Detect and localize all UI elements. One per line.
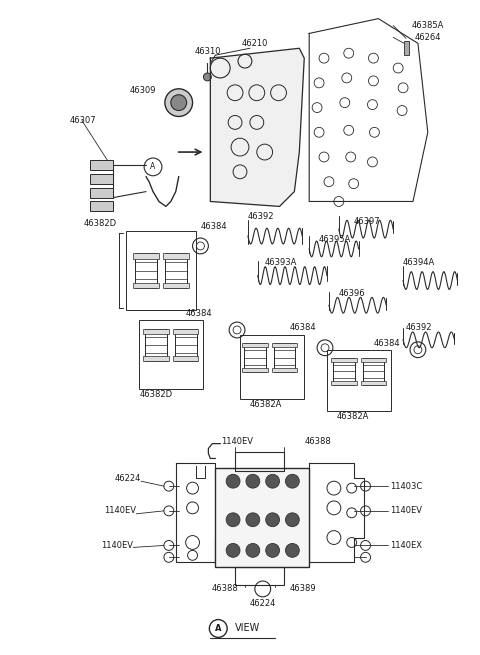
Bar: [173, 356, 199, 361]
Bar: [360, 358, 386, 362]
Text: 1140EX: 1140EX: [390, 541, 422, 550]
Bar: [143, 329, 169, 334]
Text: 46384: 46384: [289, 324, 316, 333]
Bar: [362, 358, 384, 385]
Text: 46389: 46389: [289, 584, 316, 593]
Bar: [133, 283, 159, 288]
Text: 46388: 46388: [211, 584, 238, 593]
Text: VIEW: VIEW: [235, 624, 260, 633]
Text: 46397: 46397: [354, 217, 380, 226]
Text: 46224: 46224: [250, 599, 276, 608]
Bar: [133, 253, 159, 259]
Circle shape: [204, 73, 211, 81]
Text: 46210: 46210: [241, 39, 268, 48]
Text: 1140EV: 1140EV: [221, 437, 253, 446]
Text: 46382A: 46382A: [337, 413, 369, 421]
Text: 46382D: 46382D: [84, 219, 117, 228]
Text: 46394A: 46394A: [403, 258, 435, 267]
Bar: [327, 350, 391, 411]
Bar: [175, 329, 196, 361]
Bar: [90, 202, 113, 212]
Bar: [244, 343, 266, 373]
Circle shape: [226, 513, 240, 527]
Polygon shape: [309, 18, 428, 202]
Text: 1140EV: 1140EV: [104, 506, 136, 515]
Text: 1140EV: 1140EV: [390, 506, 422, 515]
Text: 46384: 46384: [186, 309, 212, 318]
Circle shape: [266, 474, 279, 488]
Circle shape: [266, 513, 279, 527]
Circle shape: [246, 513, 260, 527]
Text: 46392: 46392: [248, 212, 275, 221]
Bar: [139, 320, 204, 389]
Text: 46384: 46384: [201, 221, 227, 231]
Bar: [143, 356, 169, 361]
Bar: [360, 381, 386, 385]
Bar: [242, 368, 268, 373]
Bar: [331, 381, 357, 385]
Bar: [126, 231, 195, 310]
Bar: [331, 358, 357, 362]
Text: A: A: [150, 162, 156, 172]
Bar: [173, 329, 199, 334]
Polygon shape: [210, 48, 304, 206]
Bar: [242, 343, 268, 347]
Text: 46393A: 46393A: [264, 258, 297, 267]
Polygon shape: [309, 463, 363, 562]
Text: 46395A: 46395A: [319, 234, 351, 244]
Circle shape: [286, 474, 300, 488]
Text: 11403C: 11403C: [390, 481, 422, 491]
Bar: [272, 368, 297, 373]
Bar: [240, 335, 304, 399]
Bar: [333, 358, 355, 385]
Circle shape: [286, 544, 300, 557]
Text: 46388: 46388: [304, 437, 331, 446]
Circle shape: [286, 513, 300, 527]
Bar: [145, 329, 167, 361]
Bar: [235, 567, 285, 585]
Bar: [90, 187, 113, 198]
Text: 46310: 46310: [194, 47, 221, 56]
Text: 46264: 46264: [415, 33, 441, 42]
Bar: [90, 160, 113, 170]
Polygon shape: [176, 463, 225, 562]
Bar: [163, 253, 189, 259]
Circle shape: [171, 95, 187, 111]
Circle shape: [226, 544, 240, 557]
Bar: [404, 41, 409, 55]
Text: 46382A: 46382A: [250, 400, 282, 409]
Bar: [235, 451, 285, 472]
Text: 46385A: 46385A: [412, 21, 444, 30]
Text: 46309: 46309: [130, 86, 156, 95]
Text: 46307: 46307: [70, 116, 96, 125]
Bar: [165, 253, 187, 288]
Circle shape: [266, 544, 279, 557]
Bar: [216, 468, 309, 567]
Circle shape: [226, 474, 240, 488]
Bar: [272, 343, 297, 347]
Circle shape: [165, 89, 192, 117]
Circle shape: [246, 474, 260, 488]
Text: 46392: 46392: [406, 322, 432, 331]
Bar: [90, 174, 113, 183]
Text: 1140EV: 1140EV: [101, 541, 133, 550]
Text: 46224: 46224: [115, 474, 141, 483]
Text: 46396: 46396: [339, 289, 365, 298]
Bar: [135, 253, 157, 288]
Bar: [274, 343, 295, 373]
Circle shape: [246, 544, 260, 557]
Text: 46382D: 46382D: [139, 390, 172, 399]
Text: 46384: 46384: [373, 339, 400, 348]
Text: A: A: [215, 624, 221, 633]
Bar: [163, 283, 189, 288]
